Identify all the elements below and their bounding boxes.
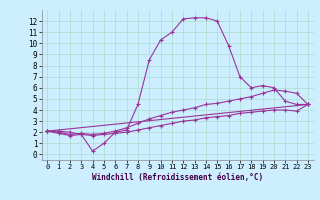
X-axis label: Windchill (Refroidissement éolien,°C): Windchill (Refroidissement éolien,°C) <box>92 173 263 182</box>
